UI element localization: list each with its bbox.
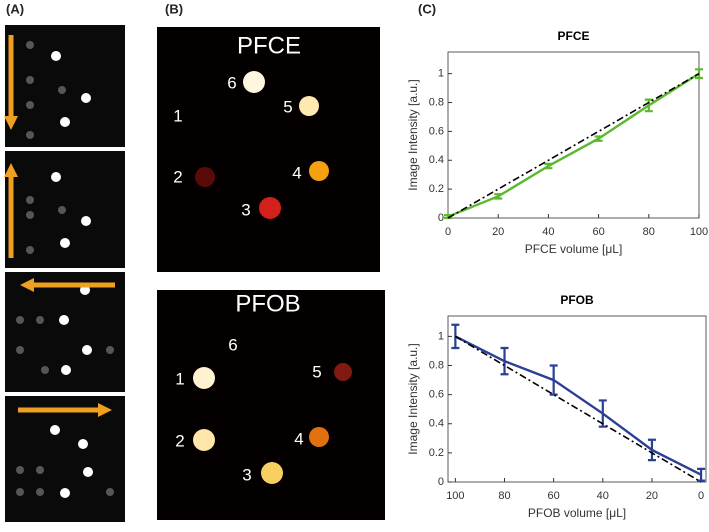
error-bar — [500, 346, 509, 376]
error-bar — [598, 399, 607, 428]
vial — [309, 427, 329, 447]
x-axis-label: PFCE volume [μL] — [525, 242, 623, 256]
vial — [261, 462, 283, 484]
x-tick-label: 20 — [646, 490, 658, 502]
vial-label: 6 — [228, 335, 237, 354]
error-bar — [549, 364, 558, 396]
panel-label: (B) — [165, 1, 183, 16]
y-tick-label: 0 — [438, 476, 444, 488]
frame — [5, 396, 125, 522]
vial-label: 4 — [294, 429, 303, 448]
arrows — [4, 35, 115, 417]
ghost-dots — [16, 41, 114, 496]
y-tick-label: 0.4 — [429, 154, 444, 166]
panel-b-pfob: PFOB 1 2 3 4 5 6 — [157, 290, 385, 520]
x-tick-label: 20 — [492, 226, 504, 238]
y-tick-label: 0 — [438, 212, 444, 224]
data-line — [454, 335, 702, 476]
vial-label: 3 — [241, 200, 250, 219]
plot-frame — [447, 51, 700, 219]
x-tick-label: 80 — [643, 226, 655, 238]
reference-line — [447, 72, 700, 219]
reference-line — [454, 335, 702, 483]
vial — [193, 429, 215, 451]
vial-label: 6 — [227, 73, 236, 92]
error-bar — [647, 438, 656, 462]
panel-label: (C) — [418, 1, 436, 16]
vial — [195, 167, 215, 187]
panel-a — [4, 25, 125, 522]
vial-label: 2 — [175, 431, 184, 450]
vial-label: 5 — [312, 362, 321, 381]
x-tick-label: 60 — [592, 226, 604, 238]
vial — [243, 71, 265, 93]
y-tick-label: 1 — [438, 68, 444, 80]
data-line — [447, 72, 700, 218]
error-bar — [451, 323, 460, 350]
vial — [334, 363, 352, 381]
vial — [259, 197, 281, 219]
vial-label: 1 — [173, 106, 182, 125]
y-tick-label: 0.2 — [429, 183, 444, 195]
error-bar — [644, 98, 653, 113]
x-tick-label: 60 — [548, 490, 560, 502]
y-tick-label: 0.6 — [429, 389, 444, 401]
x-axis-label: PFOB volume [μL] — [528, 506, 626, 520]
x-tick-label: 100 — [446, 490, 464, 502]
vial-label: 4 — [292, 163, 301, 182]
x-tick-label: 0 — [698, 490, 704, 502]
frame — [5, 25, 125, 147]
chart-title: PFCE — [557, 29, 589, 43]
vial-label: 3 — [242, 465, 251, 484]
image — [157, 290, 385, 520]
y-tick-label: 0.4 — [429, 418, 444, 430]
error-bar — [544, 162, 553, 170]
panel-label: (A) — [6, 1, 24, 16]
vial-label: 1 — [175, 369, 184, 388]
vial — [193, 367, 215, 389]
image — [157, 27, 380, 272]
y-axis-label: Image Intensity [a.u.] — [406, 343, 420, 454]
vial-label: 5 — [283, 97, 292, 116]
chart-title: PFOB — [560, 293, 594, 307]
y-tick-label: 0.6 — [429, 125, 444, 137]
y-tick-label: 1 — [438, 330, 444, 342]
y-tick-label: 0.2 — [429, 447, 444, 459]
x-tick-label: 80 — [498, 490, 510, 502]
error-bar — [594, 135, 603, 142]
vial — [309, 161, 329, 181]
error-bar — [494, 193, 503, 200]
image-title: PFCE — [237, 32, 301, 59]
x-tick-label: 100 — [690, 226, 708, 238]
y-tick-label: 0.8 — [429, 359, 444, 371]
x-tick-label: 40 — [597, 490, 609, 502]
vial-label: 2 — [173, 167, 182, 186]
x-tick-label: 0 — [445, 226, 451, 238]
image-title: PFOB — [235, 290, 300, 317]
x-tick-label: 40 — [542, 226, 554, 238]
dots — [50, 51, 93, 498]
error-bar — [697, 467, 706, 482]
panel-b-pfce: PFCE 1 2 3 4 5 6 — [157, 27, 380, 272]
y-tick-label: 0.8 — [429, 96, 444, 108]
error-bar — [695, 68, 703, 80]
y-axis-label: Image Intensity [a.u.] — [406, 79, 420, 190]
vial — [299, 96, 319, 116]
